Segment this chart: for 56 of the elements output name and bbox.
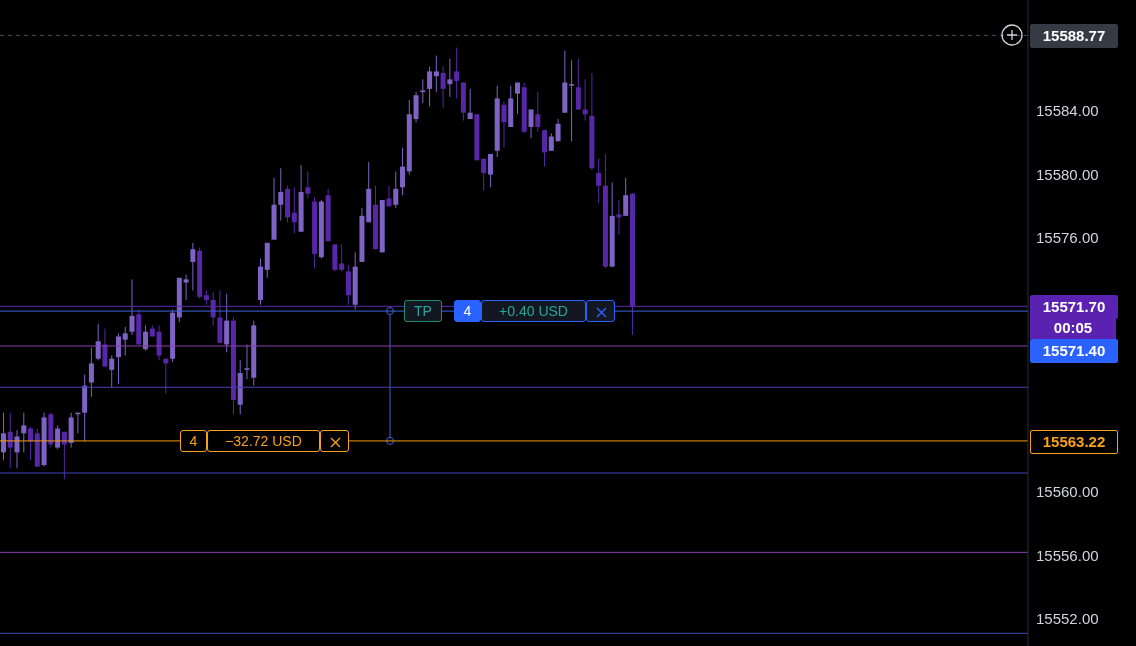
annotation: 4 (180, 429, 207, 452)
candlestick (393, 170, 399, 209)
candlestick (454, 47, 460, 99)
candlestick (542, 129, 548, 168)
candlestick (596, 158, 602, 204)
candlestick (102, 328, 108, 368)
candlestick (88, 347, 94, 398)
y-tick-label: 15556.00 (1036, 546, 1099, 564)
annotation: −32.72 USD (207, 429, 320, 452)
candlestick (528, 109, 534, 139)
candlestick (122, 326, 128, 357)
candlestick (115, 332, 121, 385)
candlestick (447, 58, 453, 98)
candlestick (413, 91, 419, 123)
candlestick (190, 242, 196, 291)
y-tick-label: 15584.00 (1036, 102, 1099, 120)
y-tick-label: 15580.00 (1036, 165, 1099, 183)
candlestick (183, 274, 189, 301)
candlestick (156, 324, 162, 361)
candlestick (129, 278, 135, 336)
candlestick (21, 412, 27, 453)
candlestick (481, 158, 487, 191)
candlestick (569, 59, 575, 142)
candlestick (244, 343, 250, 380)
candlestick (501, 101, 507, 149)
candlestick (427, 66, 433, 107)
candlestick (575, 58, 581, 111)
y-tick-label: 15552.00 (1036, 610, 1099, 628)
candlestick (345, 264, 351, 306)
candlestick (291, 186, 297, 234)
text: 00:05 (1030, 317, 1116, 340)
candlestick (433, 55, 439, 93)
ref-line-label: 15563.22 (1030, 429, 1118, 454)
ref-line-label: 15588.77 (1030, 24, 1118, 49)
ref-line-label: 15571.40 (1030, 339, 1118, 364)
y-tick-label: 15576.00 (1036, 229, 1099, 247)
annotation: TP (404, 300, 442, 323)
candlestick (487, 153, 493, 188)
candlestick (224, 293, 230, 353)
candlestick (400, 147, 406, 196)
candlestick (623, 177, 629, 217)
candlestick (535, 91, 541, 133)
candlestick (305, 170, 311, 199)
candlestick (515, 82, 520, 115)
candlestick (440, 66, 446, 109)
candlestick (95, 323, 101, 361)
candlestick (109, 355, 115, 388)
candlestick (467, 88, 473, 120)
candlestick (616, 199, 622, 236)
annotation: 4 (454, 300, 481, 323)
y-tick-label: 15560.00 (1036, 483, 1099, 501)
ref-line-label: 15571.70 (1030, 295, 1118, 320)
candlestick (278, 167, 284, 222)
annotation: +0.40 USD (481, 300, 586, 323)
candlestick (420, 78, 426, 104)
candlestick (339, 243, 345, 272)
